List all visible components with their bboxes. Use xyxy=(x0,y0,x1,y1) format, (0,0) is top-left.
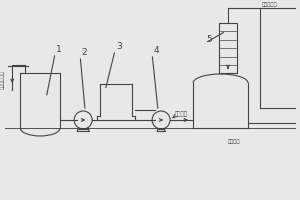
Text: 低压蔺汽: 低压蔺汽 xyxy=(175,111,188,117)
Circle shape xyxy=(74,111,92,129)
Text: 3: 3 xyxy=(116,42,122,51)
Text: 1: 1 xyxy=(56,45,62,54)
Text: 2: 2 xyxy=(81,48,87,57)
Text: 4: 4 xyxy=(153,46,159,55)
Circle shape xyxy=(152,111,170,129)
Text: 去废次钓: 去废次钓 xyxy=(228,139,241,144)
Text: 去水环压缩: 去水环压缩 xyxy=(262,2,278,7)
Text: 含氯的废次钓: 含氯的废次钓 xyxy=(0,71,5,89)
Text: 5: 5 xyxy=(206,35,212,44)
Bar xyxy=(219,23,237,73)
